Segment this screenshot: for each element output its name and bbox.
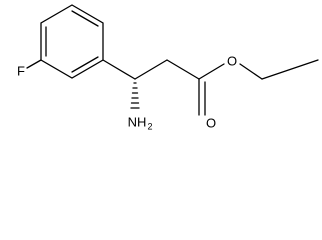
page: F NH 2 O O (() => { const data = JSON.pa… — [17, 4, 319, 132]
bond — [261, 59, 319, 80]
c-f-bond — [26, 59, 42, 69]
bonds — [26, 4, 319, 116]
atom-label: O — [227, 53, 237, 68]
atom-subscript: 2 — [147, 121, 152, 131]
ring-double-bond — [71, 10, 99, 27]
bond — [198, 63, 225, 80]
atom-label: NH — [128, 114, 147, 129]
benzene-ring — [40, 4, 104, 79]
atom-label: O — [206, 115, 216, 130]
bond — [134, 59, 168, 80]
bond — [102, 59, 136, 80]
ring-double-bond — [71, 56, 99, 73]
bond — [239, 63, 263, 80]
bond — [166, 59, 200, 80]
hashed-wedge — [130, 82, 140, 109]
structure-diagram: F NH 2 O O — [17, 4, 319, 131]
atom-label: F — [17, 63, 25, 78]
